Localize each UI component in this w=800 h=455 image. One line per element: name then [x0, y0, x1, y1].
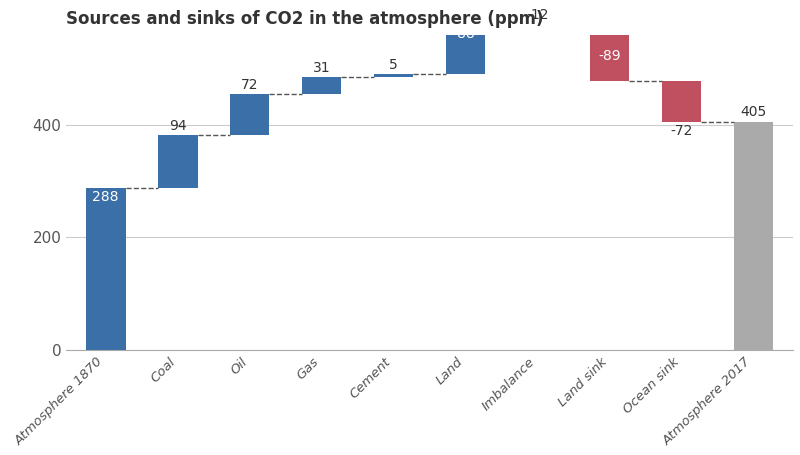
Text: Sources and sinks of CO2 in the atmosphere (ppm): Sources and sinks of CO2 in the atmosphe… — [66, 10, 544, 28]
Text: 288: 288 — [93, 190, 119, 204]
Text: 94: 94 — [169, 118, 186, 132]
Text: -72: -72 — [670, 124, 693, 138]
Bar — [518, 25, 558, 31]
Text: 31: 31 — [313, 61, 330, 75]
Text: 405: 405 — [740, 105, 766, 119]
Bar — [662, 81, 702, 122]
Text: 72: 72 — [241, 78, 258, 92]
Text: -12: -12 — [526, 8, 549, 22]
Bar — [230, 94, 270, 135]
Bar — [374, 74, 414, 77]
Bar — [86, 187, 126, 349]
Bar — [734, 122, 774, 349]
Bar — [590, 31, 630, 81]
Bar — [446, 25, 486, 74]
Bar — [302, 77, 342, 94]
Text: -89: -89 — [598, 49, 621, 63]
Text: 5: 5 — [390, 58, 398, 72]
Bar — [158, 135, 198, 187]
Text: 88: 88 — [457, 27, 474, 41]
